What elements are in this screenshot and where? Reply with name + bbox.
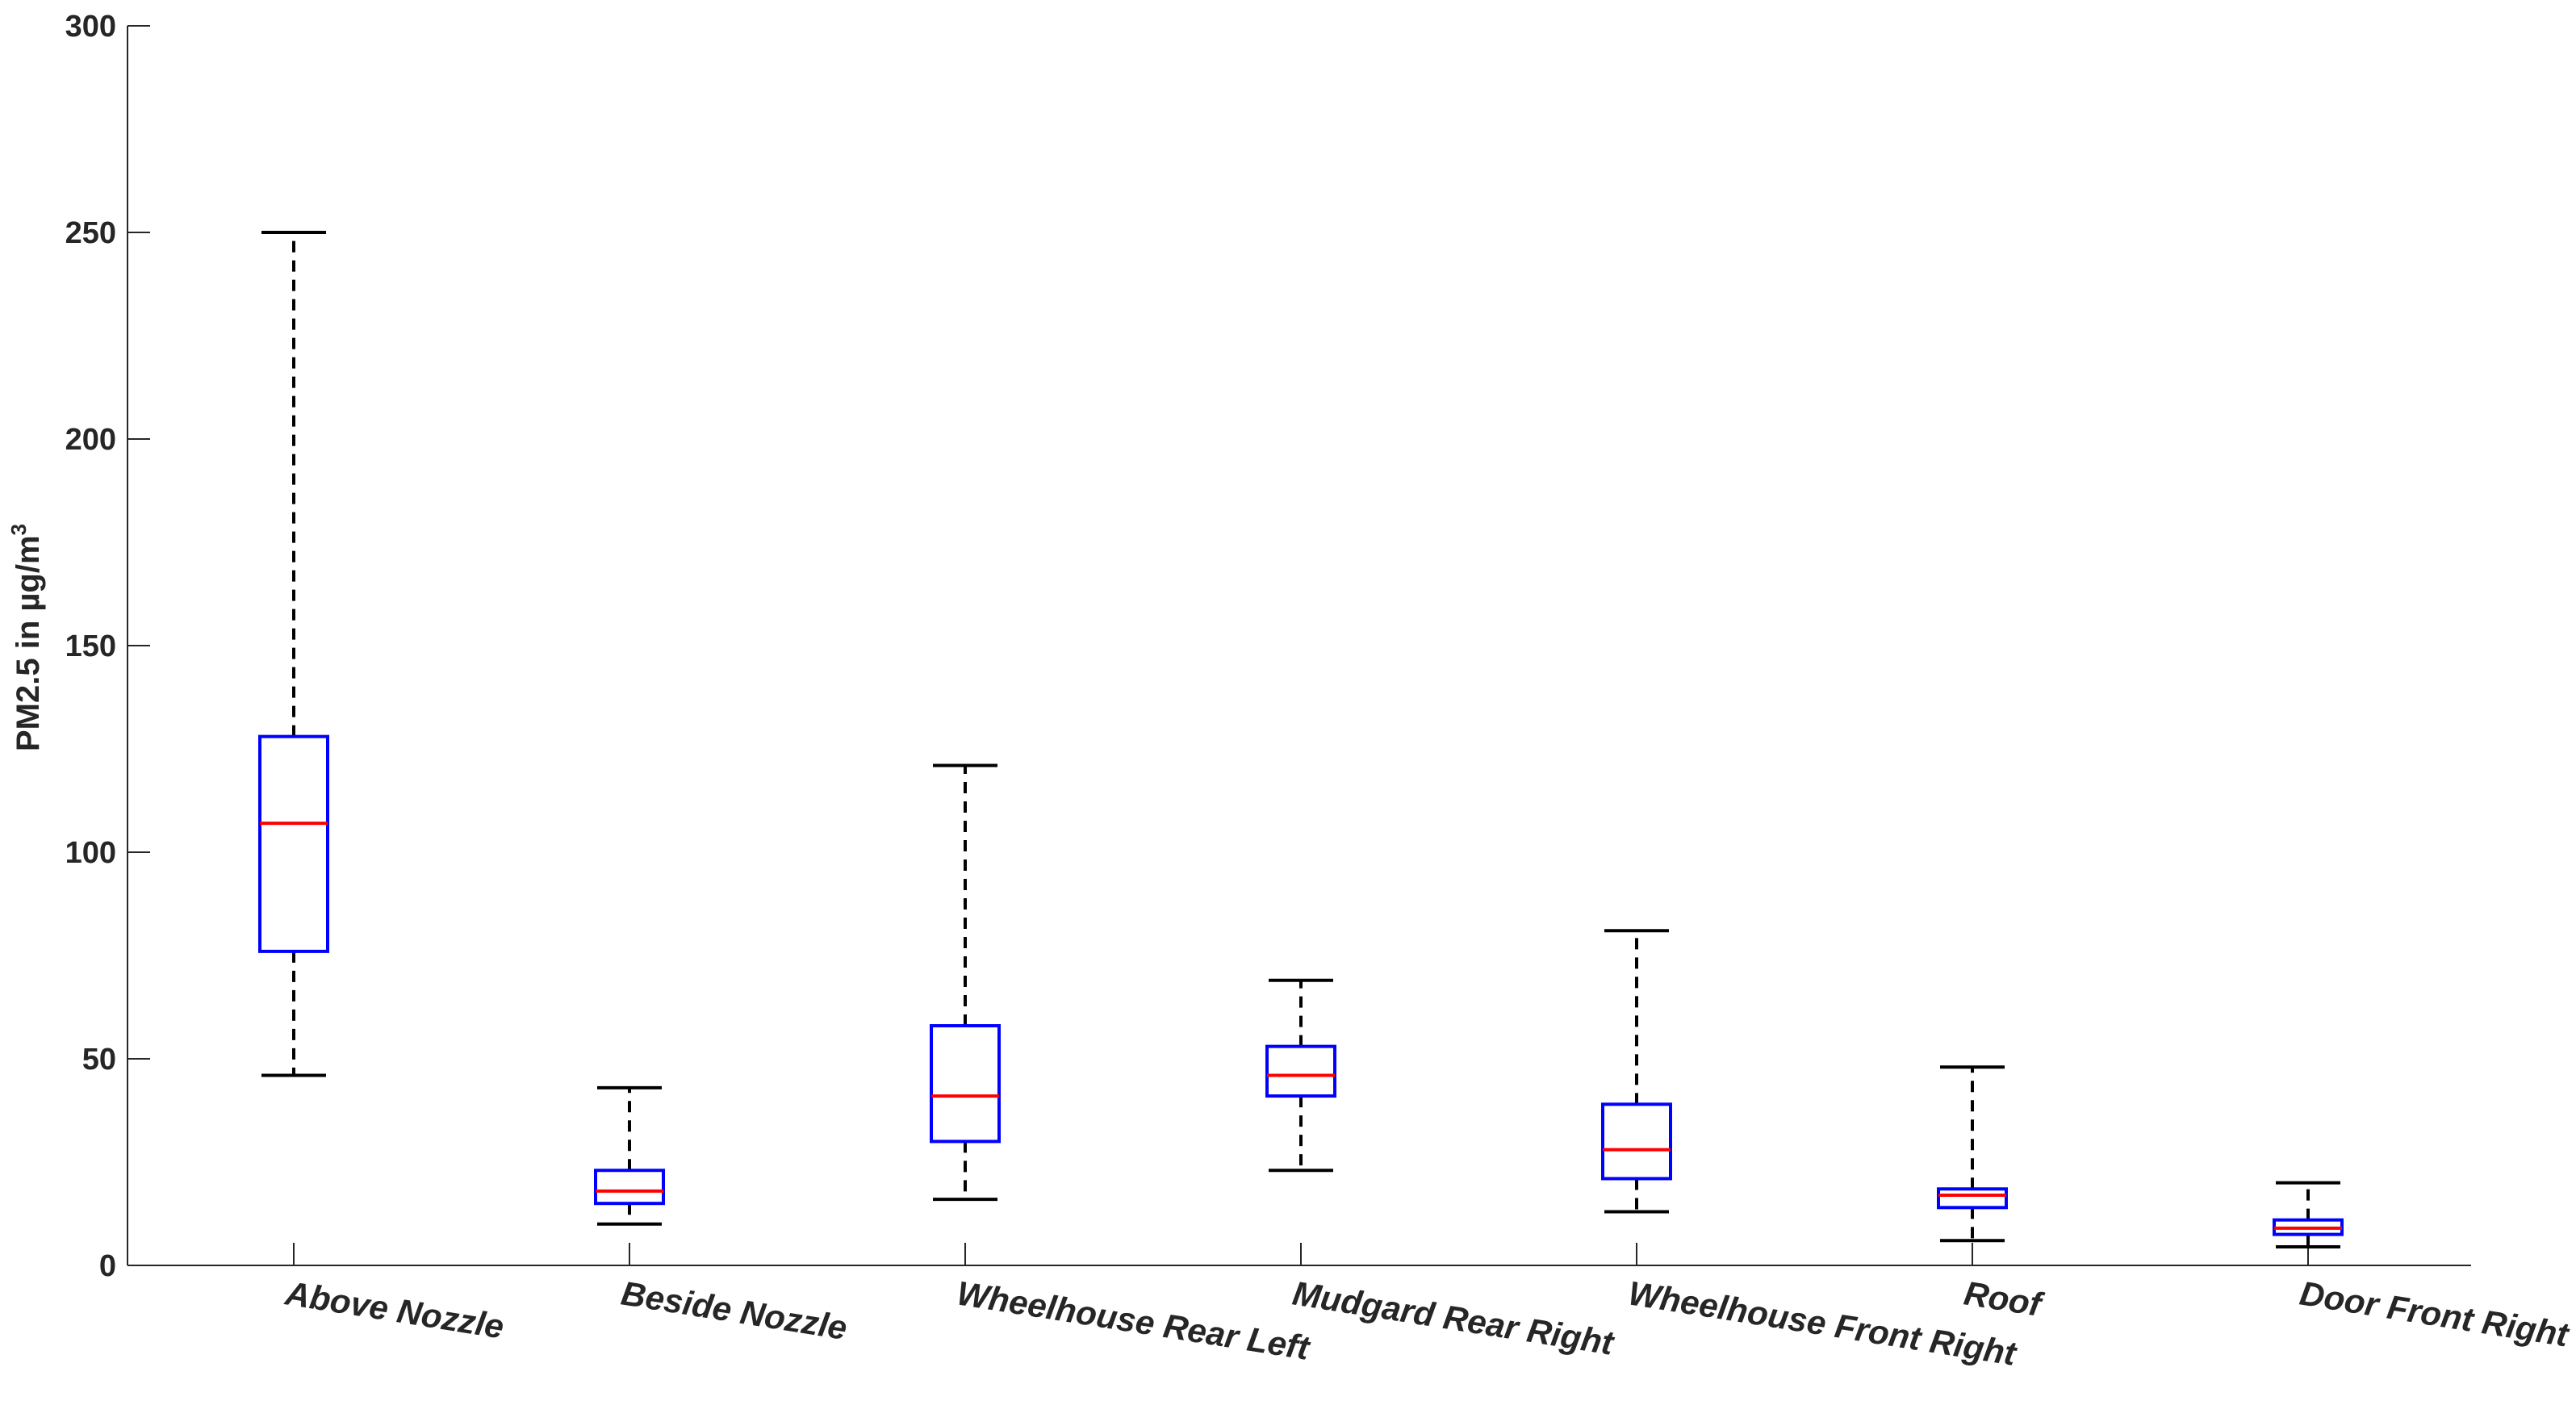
iqr-box xyxy=(930,1024,1001,1144)
x-category-label: Wheelhouse Front Right xyxy=(1626,1273,2021,1373)
box-wheelhouse-front-right xyxy=(1601,929,1672,1214)
iqr-box xyxy=(1265,1044,1336,1098)
box-beside-nozzle xyxy=(594,1085,665,1226)
x-axis: Above Nozzle Beside Nozzle Wheelhouse Rear… xyxy=(128,1243,2573,1373)
box-above-nozzle xyxy=(258,231,329,1077)
x-category-label: Beside Nozzle xyxy=(619,1273,850,1347)
x-category-label: Door Front Right xyxy=(2298,1273,2573,1353)
y-tick-label: 300 xyxy=(65,10,116,44)
y-tick-label: 0 xyxy=(99,1249,116,1283)
y-tick-label: 100 xyxy=(65,836,116,870)
y-tick-label: 50 xyxy=(82,1043,116,1077)
box-roof xyxy=(1937,1065,2008,1243)
y-axis-title-superscript: 3 xyxy=(6,524,31,535)
y-axis: 0 50 100 150 200 250 300 xyxy=(65,10,150,1283)
box-wheelhouse-rear-left xyxy=(930,763,1001,1202)
x-category-label: Roof xyxy=(1962,1273,2047,1324)
y-tick-label: 250 xyxy=(65,216,116,250)
iqr-box xyxy=(594,1169,665,1206)
y-axis-title-main: PM2.5 in µg/m xyxy=(10,535,46,751)
x-category-label: Above Nozzle xyxy=(282,1273,507,1345)
y-tick-label: 200 xyxy=(65,423,116,457)
box-mudgard-rear-right xyxy=(1265,978,1336,1173)
x-category-label: Wheelhouse Rear Left xyxy=(955,1273,1314,1367)
iqr-box xyxy=(258,734,329,953)
boxes xyxy=(258,231,2344,1248)
iqr-box xyxy=(1937,1187,2008,1210)
box-door-front-right xyxy=(2273,1181,2344,1248)
x-category-label: Mudgard Rear Right xyxy=(1290,1273,1618,1362)
iqr-box xyxy=(1601,1102,1672,1181)
y-axis-title: PM2.5 in µg/m3 xyxy=(6,524,46,751)
y-tick-label: 150 xyxy=(65,629,116,663)
